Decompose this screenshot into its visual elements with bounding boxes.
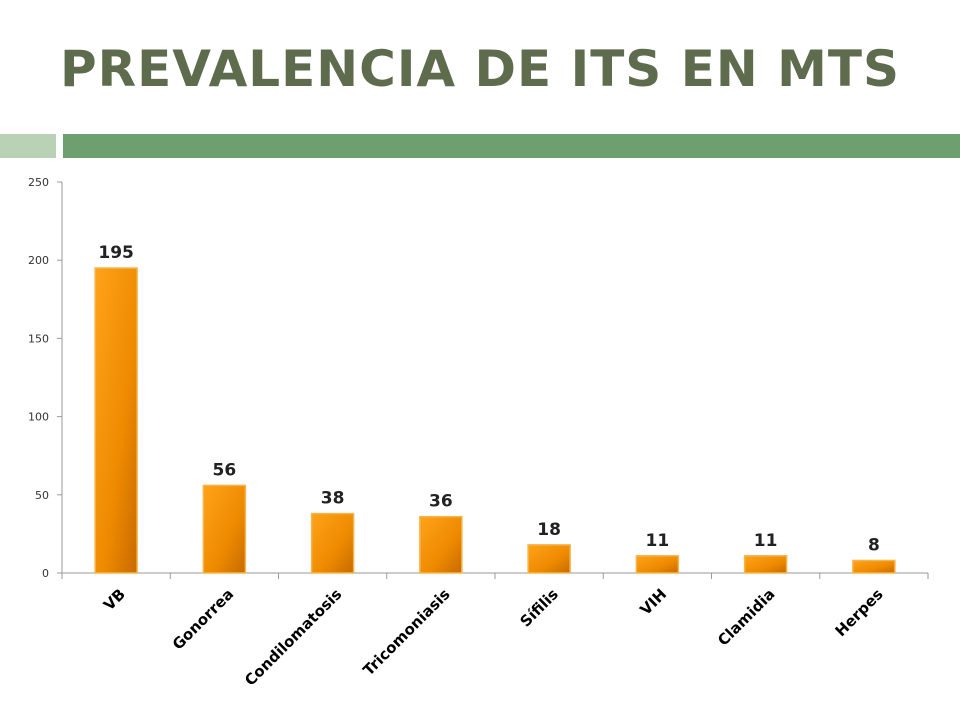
data-label: 195 [98,243,134,263]
y-tick-label: 0 [42,567,49,580]
bar [635,555,680,574]
data-label: 56 [213,460,237,480]
bar [852,559,896,574]
category-label: Sífilis [516,585,561,630]
accent-bar-left [0,134,56,158]
data-label: 8 [868,535,880,555]
data-label: 36 [429,492,453,512]
bar [419,515,463,574]
data-label: 11 [646,531,670,551]
category-label: Herpes [832,585,887,640]
y-tick-label: 50 [35,489,49,502]
accent-bar-right [63,134,960,158]
bar [202,484,247,574]
bar [310,512,355,574]
data-label: 11 [754,531,778,551]
category-label: VIH [636,585,670,619]
y-tick-label: 150 [28,332,49,345]
category-label: Gonorrea [169,585,237,653]
chart-labels: 195 VB 56 Gonorrea 38 Condilomatosis 36 Tricomo… [98,243,886,689]
data-label: 18 [537,520,561,540]
chart-bars [94,267,896,574]
bar [527,544,571,574]
chart-axes: 0 50 100 150 200 250 [28,176,929,580]
bar [94,267,138,574]
category-label: Clamidia [714,585,778,649]
y-tick-label: 200 [28,254,49,267]
category-label: VB [100,585,129,614]
bar [743,555,788,574]
y-tick-label: 100 [28,411,49,424]
page-title: PREVALENCIA DE ITS EN MTS [59,40,901,98]
category-label: Condilomatosis [241,585,345,689]
data-label: 38 [321,489,345,509]
category-label: Tricomoniasis [360,585,454,679]
y-tick-label: 250 [28,176,49,189]
